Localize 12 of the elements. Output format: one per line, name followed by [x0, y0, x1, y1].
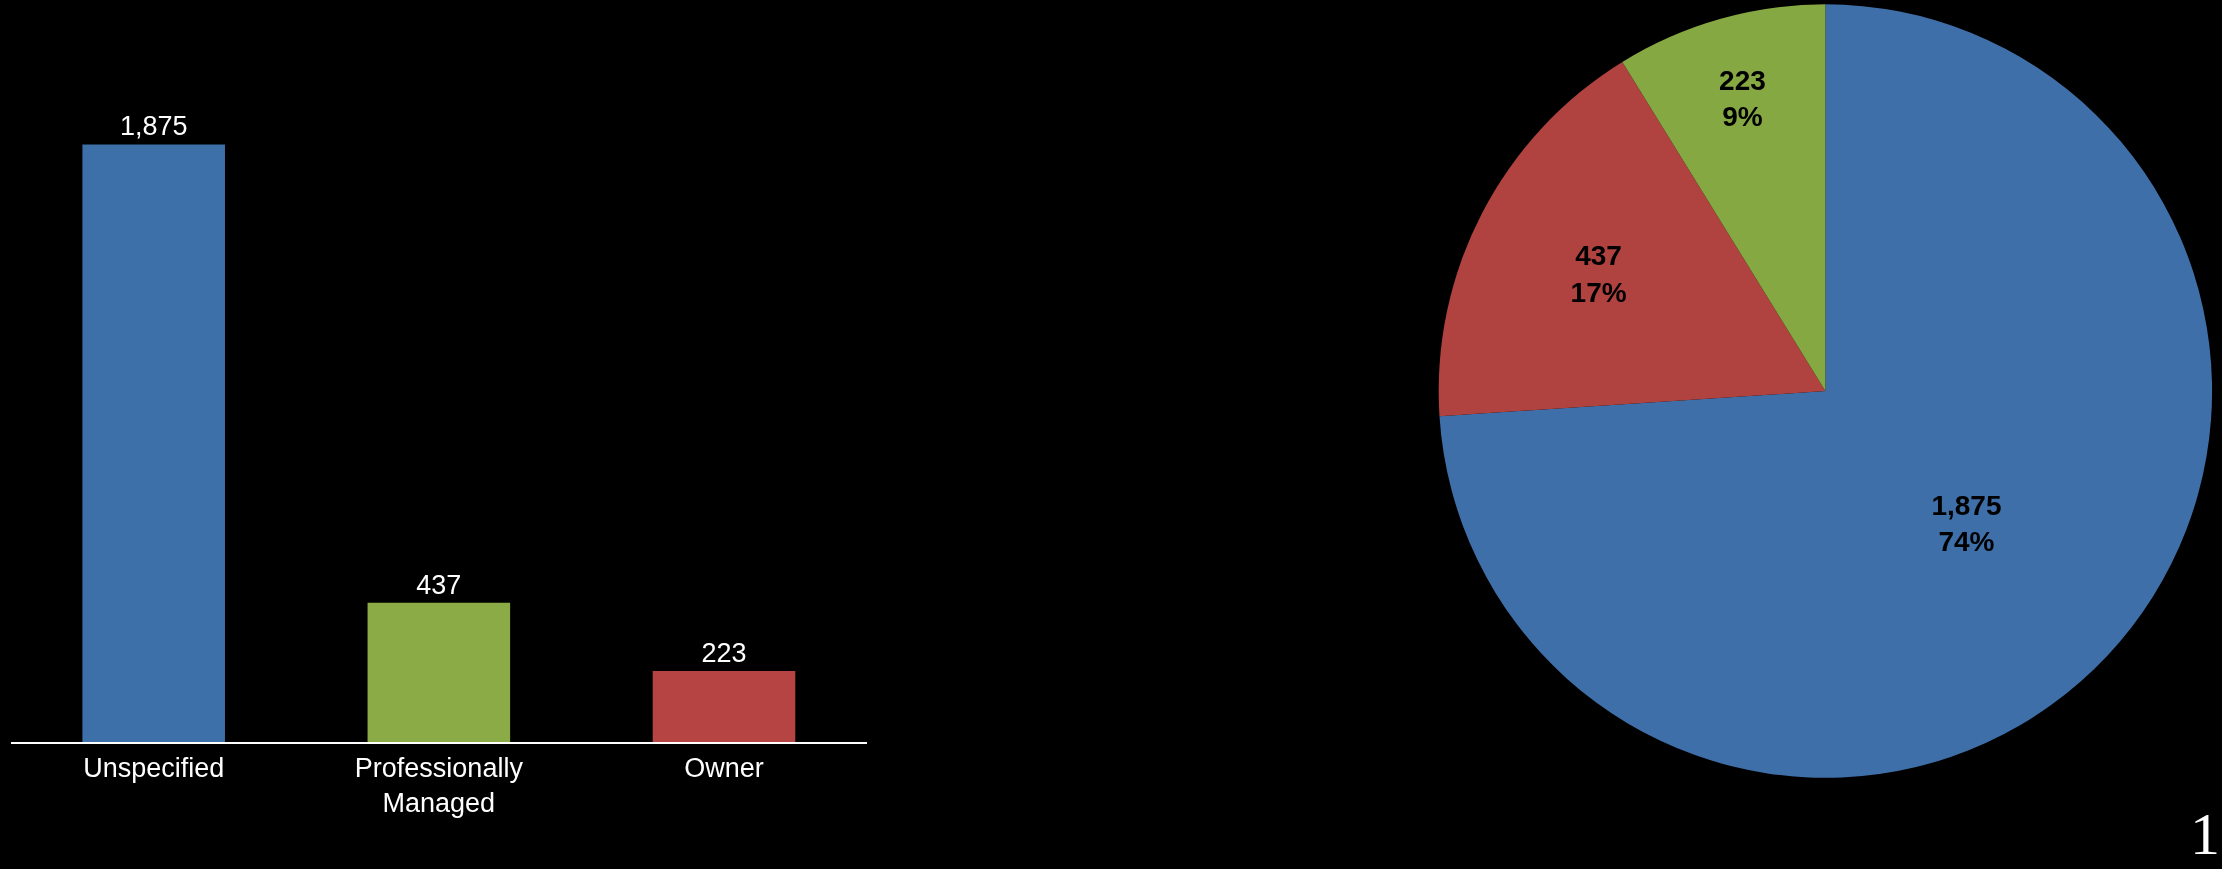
x-tick-label: Unspecified — [83, 752, 225, 783]
data-label: 437 17% — [1570, 240, 1627, 308]
pie-slice — [1439, 4, 2212, 778]
data-label: 437 — [416, 569, 462, 600]
pie-slice — [1439, 61, 1826, 417]
data-label: 1,875 74% — [1931, 489, 2002, 557]
x-tick-label: Professionally Managed — [354, 752, 524, 818]
text: 1 — [2190, 801, 2220, 867]
x-tick-label: Owner — [684, 752, 764, 783]
data-label: 1,875 — [119, 111, 188, 142]
data-label: 223 9% — [1719, 65, 1766, 133]
data-label: 223 — [701, 638, 747, 669]
